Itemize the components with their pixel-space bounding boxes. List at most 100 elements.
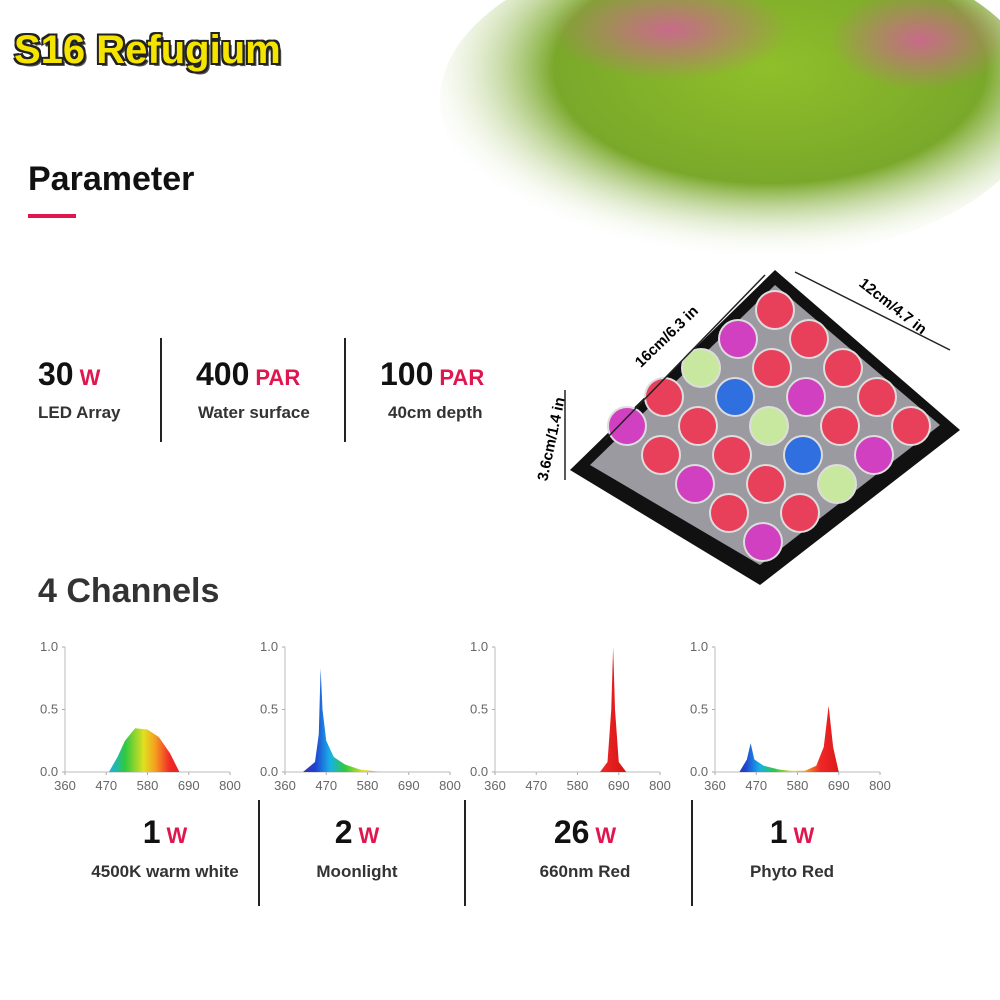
y-tick-label: 1.0 — [260, 639, 278, 654]
spectrum-chart: 0.0 0.5 1.0 360 470 580 690 800 — [470, 639, 671, 793]
separator — [464, 800, 466, 906]
led — [749, 406, 789, 446]
y-tick-label: 1.0 — [690, 639, 708, 654]
power-unit: W — [595, 823, 617, 848]
y-tick-label: 0.5 — [690, 702, 708, 717]
separator — [691, 800, 693, 906]
moss-background — [440, 0, 1000, 260]
y-tick-label: 0.5 — [40, 702, 58, 717]
led — [681, 348, 721, 388]
spec-label: 40cm depth — [388, 403, 483, 422]
x-tick-label: 580 — [137, 778, 159, 793]
led — [644, 377, 684, 417]
x-tick-label: 800 — [649, 778, 671, 793]
spectrum-chart: 0.0 0.5 1.0 360 470 580 690 800 — [40, 639, 241, 793]
led — [641, 435, 681, 475]
led — [746, 464, 786, 504]
spectrum-area — [600, 647, 627, 772]
led — [743, 522, 783, 562]
spec-label: Water surface — [198, 403, 310, 422]
channel-label: Phyto Red — [749, 862, 835, 881]
dimension-label: 12cm/4.7 in — [856, 275, 930, 338]
power-value: 2 — [334, 814, 353, 850]
y-tick-label: 1.0 — [40, 639, 58, 654]
led — [607, 406, 647, 446]
x-tick-label: 470 — [525, 778, 547, 793]
x-tick-label: 360 — [484, 778, 506, 793]
power-value: 1 — [142, 814, 161, 850]
x-tick-label: 580 — [787, 778, 809, 793]
power-unit: W — [358, 823, 380, 848]
led — [854, 435, 894, 475]
section-title: 4 Channels — [38, 572, 220, 610]
y-tick-label: 0.0 — [690, 764, 708, 779]
y-tick-label: 0.5 — [470, 702, 488, 717]
led — [675, 464, 715, 504]
power-unit: W — [166, 823, 188, 848]
separator — [258, 800, 260, 906]
power-value: 1 — [769, 814, 788, 850]
led — [891, 406, 931, 446]
y-tick-label: 0.0 — [260, 764, 278, 779]
led — [715, 377, 755, 417]
section-title: Parameter — [28, 160, 195, 198]
power-unit: W — [793, 823, 815, 848]
y-tick-label: 1.0 — [470, 639, 488, 654]
x-tick-label: 470 — [315, 778, 337, 793]
led — [820, 406, 860, 446]
title: S16 Refugium — [14, 28, 281, 72]
x-tick-label: 800 — [439, 778, 461, 793]
dimension-label: 3.6cm/1.4 in — [534, 396, 568, 483]
x-tick-label: 690 — [828, 778, 850, 793]
led — [718, 319, 758, 359]
y-tick-label: 0.5 — [260, 702, 278, 717]
spec: 30 W — [38, 356, 101, 392]
separator — [160, 338, 162, 442]
channel-label: 4500K warm white — [91, 862, 239, 881]
led — [712, 435, 752, 475]
spec-label: LED Array — [38, 403, 121, 422]
channel-label: Moonlight — [316, 862, 398, 881]
spec: 400 PAR — [196, 356, 301, 392]
led — [786, 377, 826, 417]
spectrum-area — [739, 705, 839, 772]
x-tick-label: 360 — [54, 778, 76, 793]
led — [709, 493, 749, 533]
x-tick-label: 360 — [704, 778, 726, 793]
led — [823, 348, 863, 388]
spectrum-area — [108, 728, 180, 772]
led — [755, 290, 795, 330]
y-tick-label: 0.0 — [40, 764, 58, 779]
x-tick-label: 690 — [398, 778, 420, 793]
x-tick-label: 360 — [274, 778, 296, 793]
y-tick-label: 0.0 — [470, 764, 488, 779]
spectrum-chart: 0.0 0.5 1.0 360 470 580 690 800 — [260, 639, 461, 793]
x-tick-label: 800 — [219, 778, 241, 793]
spectrum-chart: 0.0 0.5 1.0 360 470 580 690 800 — [690, 639, 891, 793]
x-tick-label: 690 — [608, 778, 630, 793]
led — [780, 493, 820, 533]
led — [817, 464, 857, 504]
led — [789, 319, 829, 359]
led — [678, 406, 718, 446]
led — [857, 377, 897, 417]
lamp-illustration: 12cm/4.7 in 16cm/6.3 in 3.6cm/1.4 in — [534, 270, 960, 585]
x-tick-label: 470 — [745, 778, 767, 793]
led — [752, 348, 792, 388]
spec: 100 PAR — [380, 356, 485, 392]
separator — [344, 338, 346, 442]
x-tick-label: 580 — [357, 778, 379, 793]
x-tick-label: 580 — [567, 778, 589, 793]
title-underline — [28, 214, 76, 218]
spectrum-area — [303, 668, 381, 772]
channel-power: 26 W — [554, 814, 616, 851]
led — [783, 435, 823, 475]
channel-label: 660nm Red — [539, 862, 631, 881]
x-tick-label: 690 — [178, 778, 200, 793]
power-value: 26 — [553, 814, 590, 850]
x-tick-label: 800 — [869, 778, 891, 793]
